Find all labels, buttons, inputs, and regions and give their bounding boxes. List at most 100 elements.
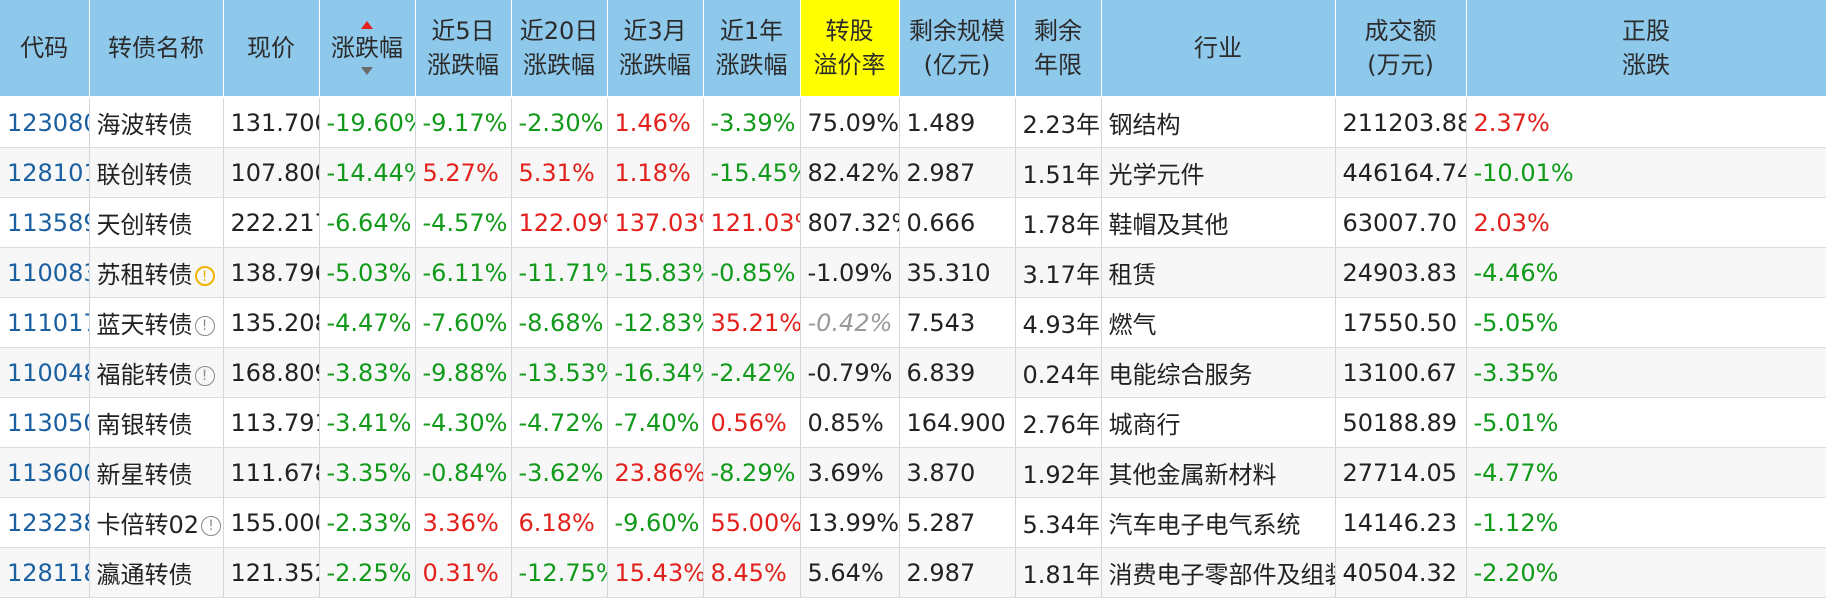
cell-scale: 164.900	[899, 397, 1016, 448]
cell-price: 113.791	[223, 397, 320, 448]
cell-code[interactable]: 123238	[0, 497, 90, 548]
column-header-industry[interactable]: 行业	[1101, 0, 1336, 98]
amount-value: 24903.83	[1342, 258, 1458, 287]
chg-value: -2.33%	[326, 508, 412, 537]
cell-scale: 35.310	[899, 247, 1016, 298]
cell-code[interactable]: 128118	[0, 547, 90, 598]
cell-chg5d: 0.31%	[415, 547, 512, 598]
sort-ascending-icon[interactable]	[361, 21, 373, 29]
cell-name[interactable]: 福能转债!	[89, 347, 224, 398]
amount-value: 14146.23	[1342, 508, 1458, 537]
cell-name[interactable]: 蓝天转债!	[89, 297, 224, 348]
cell-years: 3.17年	[1015, 247, 1102, 298]
column-header-chg20d[interactable]: 近20日 涨跌幅	[511, 0, 608, 98]
notice-icon[interactable]: !	[194, 316, 215, 336]
years-value: 4.93年	[1022, 311, 1100, 339]
code-value: 128118	[7, 558, 88, 587]
cell-amount: 27714.05	[1335, 447, 1467, 498]
stockchg-value: 2.37%	[1473, 108, 1550, 137]
cell-premium: -0.79%	[800, 347, 900, 398]
cell-name[interactable]: 苏租转债!	[89, 247, 224, 298]
column-header-amount[interactable]: 成交额 (万元)	[1335, 0, 1467, 98]
column-header-chg1y[interactable]: 近1年 涨跌幅	[703, 0, 801, 98]
chg5d-value: -4.30%	[422, 408, 508, 437]
cell-name[interactable]: 新星转债	[89, 447, 224, 498]
years-value: 0.24年	[1022, 361, 1100, 389]
notice-icon[interactable]: !	[194, 366, 215, 386]
name-value: 新星转债	[96, 461, 193, 489]
chg-value: -3.41%	[326, 408, 412, 437]
cell-code[interactable]: 113600	[0, 447, 90, 498]
cell-name[interactable]: 瀛通转债	[89, 547, 224, 598]
cell-name[interactable]: 卡倍转02!	[89, 497, 224, 548]
stockchg-value: -2.20%	[1473, 558, 1559, 587]
cell-stockchg: -3.35%	[1466, 347, 1826, 398]
scale-value: 1.489	[906, 108, 976, 137]
cell-name[interactable]: 南银转债	[89, 397, 224, 448]
column-header-chg5d[interactable]: 近5日 涨跌幅	[415, 0, 512, 98]
column-header-stockchg[interactable]: 正股 涨跌	[1466, 0, 1826, 98]
table-row[interactable]: 113050 南银转债 113.791-3.41% -4.30% -4.72% -7.40…	[0, 397, 1826, 448]
cell-code[interactable]: 113050	[0, 397, 90, 448]
cell-chg20d: -12.75%	[511, 547, 608, 598]
stockchg-value: -4.77%	[1473, 458, 1559, 487]
cell-name[interactable]: 海波转债	[89, 97, 224, 148]
cell-chg: -14.44%	[319, 147, 416, 198]
cell-code[interactable]: 110048	[0, 347, 90, 398]
cell-chg3m: 15.43%	[607, 547, 704, 598]
chg5d-value: -4.57%	[422, 208, 508, 237]
column-header-years[interactable]: 剩余 年限	[1015, 0, 1102, 98]
table-row[interactable]: 123080 海波转债 131.700-19.60%-9.17% -2.30% 1.46…	[0, 97, 1826, 148]
chg3m-value: -9.60%	[614, 508, 700, 537]
table-row[interactable]: 111017蓝天转债!135.208-4.47%-7.60%-8.68%-12.…	[0, 297, 1826, 348]
table-row[interactable]: 128118 瀛通转债 121.352-2.25% 0.31% -12.75%15.43…	[0, 547, 1826, 598]
notice-icon[interactable]: !	[201, 516, 222, 536]
column-header-label: 近3月 涨跌幅	[619, 17, 691, 79]
cell-chg20d: -8.68%	[511, 297, 608, 348]
chg-value: -3.83%	[326, 358, 412, 387]
code-value: 123080	[7, 108, 88, 137]
column-header-name[interactable]: 转债名称	[89, 0, 224, 98]
cell-code[interactable]: 111017	[0, 297, 90, 348]
column-header-chg3m[interactable]: 近3月 涨跌幅	[607, 0, 704, 98]
scale-value: 7.543	[906, 308, 976, 337]
column-header-label: 正股 涨跌	[1622, 17, 1670, 79]
cell-chg: -19.60%	[319, 97, 416, 148]
warning-icon[interactable]: !	[194, 266, 215, 286]
cell-chg1y: 8.45%	[703, 547, 801, 598]
industry-value: 钢结构	[1108, 111, 1181, 139]
sort-descending-icon[interactable]	[361, 67, 373, 75]
table-row[interactable]: 113600 新星转债 111.678-3.35% -0.84% -3.62% 23.86…	[0, 447, 1826, 498]
cell-name[interactable]: 天创转债	[89, 197, 224, 248]
cell-chg20d: -2.30%	[511, 97, 608, 148]
cell-industry: 电能综合服务	[1101, 347, 1336, 398]
table-row[interactable]: 123238卡倍转02!155.000-2.33%3.36%6.18%-9.60…	[0, 497, 1826, 548]
cell-chg1y: -3.39%	[703, 97, 801, 148]
column-header-code[interactable]: 代码	[0, 0, 90, 98]
table-row[interactable]: 110048福能转债!168.809-3.83%-9.88%-13.53%-16…	[0, 347, 1826, 398]
chg20d-value: -12.75%	[518, 558, 607, 587]
column-header-price[interactable]: 现价	[223, 0, 320, 98]
industry-value: 燃气	[1108, 311, 1157, 339]
stockchg-value: -5.05%	[1473, 308, 1559, 337]
cell-code[interactable]: 128101	[0, 147, 90, 198]
cell-premium: 75.09%	[800, 97, 900, 148]
table-row[interactable]: 113589 天创转债 222.217-6.64% -4.57% 122.09%137.…	[0, 197, 1826, 248]
price-value: 222.217	[230, 208, 319, 237]
cell-chg: -4.47%	[319, 297, 416, 348]
cell-chg20d: -13.53%	[511, 347, 608, 398]
chg-value: -5.03%	[326, 258, 412, 287]
column-header-scale[interactable]: 剩余规模 (亿元)	[899, 0, 1016, 98]
column-header-premium[interactable]: 转股 溢价率	[800, 0, 900, 98]
cell-code[interactable]: 110083	[0, 247, 90, 298]
cell-code[interactable]: 113589	[0, 197, 90, 248]
cell-name[interactable]: 联创转债	[89, 147, 224, 198]
premium-value: 13.99%	[807, 508, 899, 537]
industry-value: 光学元件	[1108, 161, 1205, 189]
cell-chg20d: 6.18%	[511, 497, 608, 548]
cell-code[interactable]: 123080	[0, 97, 90, 148]
column-header-chg[interactable]: 涨跌幅	[319, 0, 416, 98]
chg20d-value: -3.62%	[518, 458, 604, 487]
table-row[interactable]: 128101联创转债107.800-14.44%5.27%5.31%1.18%-…	[0, 147, 1826, 198]
table-row[interactable]: 110083苏租转债!138.796-5.03%-6.11%-11.71%-15…	[0, 247, 1826, 298]
